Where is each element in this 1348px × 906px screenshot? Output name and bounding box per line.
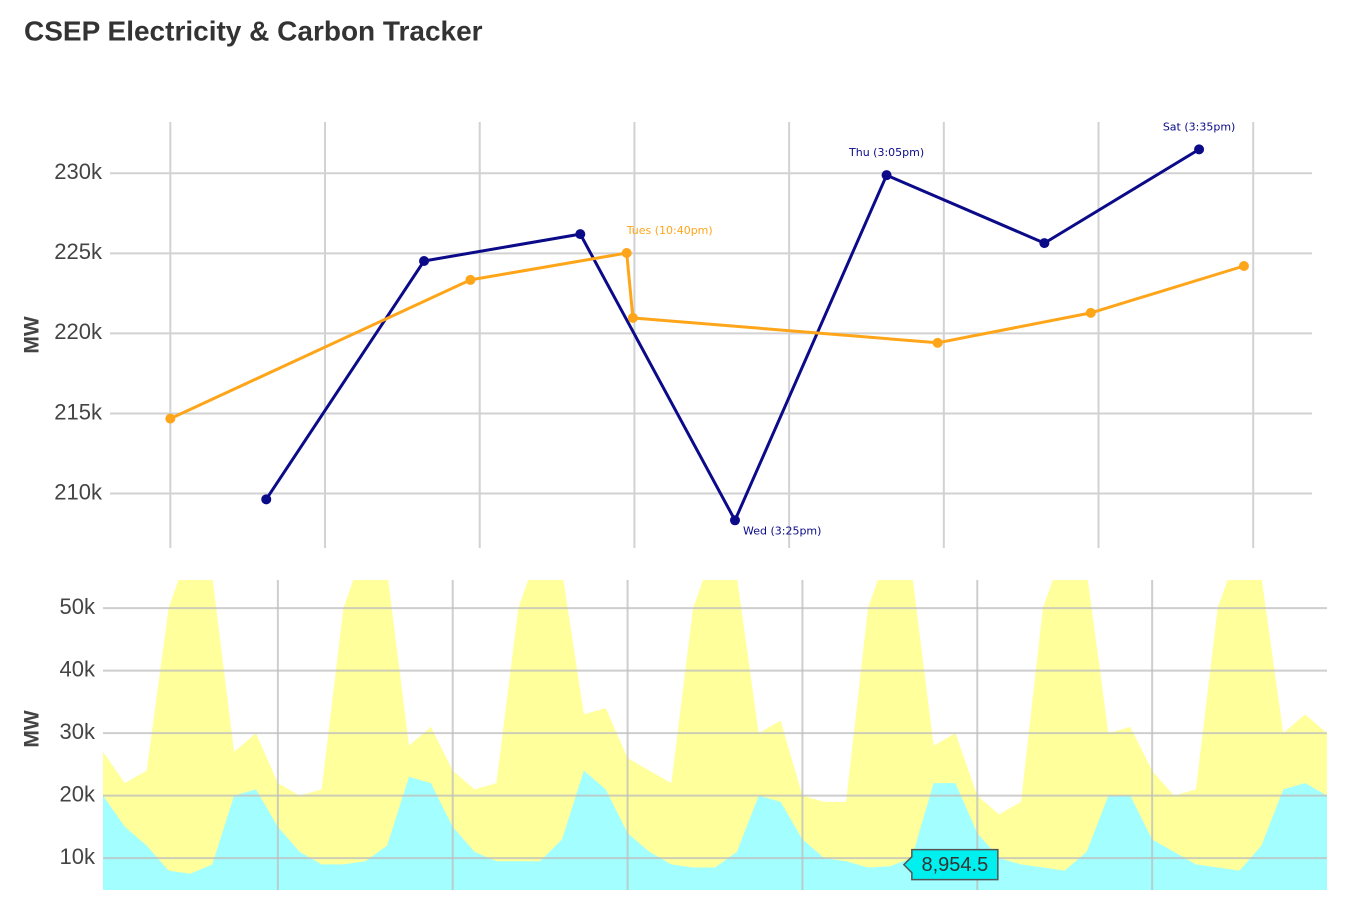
annotation: Sat (3:35pm) xyxy=(1163,120,1236,133)
point xyxy=(881,170,892,181)
annotation: Thu (3:05pm) xyxy=(848,146,924,159)
tooltip-label: 8,954.5 xyxy=(921,854,988,876)
point xyxy=(165,413,176,424)
tooltip-box xyxy=(902,848,999,881)
y-axis-title: MW xyxy=(21,316,44,353)
point xyxy=(261,494,272,505)
y-tick-label: 210k xyxy=(54,479,103,504)
grid-layer xyxy=(110,122,1312,548)
chart: 10k 20k 30k 40k 50k MW 8,954.5 xyxy=(21,580,1327,890)
area xyxy=(103,770,1327,890)
page-title: CSEP Electricity & Carbon Tracker xyxy=(24,15,483,46)
chart: 210k 215k 220k 225k 230k MW Wed (3:25pm) Thu (3… xyxy=(21,120,1312,548)
y-tick-label: 230k xyxy=(54,159,103,184)
point xyxy=(729,515,740,526)
line xyxy=(264,148,1200,522)
point xyxy=(1194,144,1205,155)
line xyxy=(169,251,1245,420)
y-axis-title: MW xyxy=(21,710,44,747)
point xyxy=(465,274,476,285)
y-tick-label: 30k xyxy=(60,719,96,744)
y-tick-label: 215k xyxy=(54,399,103,424)
point xyxy=(627,312,638,323)
y-tick-label: 10k xyxy=(60,844,96,869)
point xyxy=(932,337,943,348)
point xyxy=(621,248,632,259)
point xyxy=(1039,238,1050,249)
annotation: Tues (10:40pm) xyxy=(626,224,713,237)
y-tick-label: 220k xyxy=(54,319,103,344)
y-tick-label: 20k xyxy=(60,781,96,806)
annotation: Wed (3:25pm) xyxy=(743,524,821,537)
point xyxy=(575,229,586,240)
point xyxy=(1238,260,1249,271)
y-tick-label: 225k xyxy=(54,239,103,264)
point xyxy=(419,256,430,267)
plot-layer xyxy=(103,580,1327,890)
y-tick-label: 40k xyxy=(60,656,96,681)
y-tick-label: 50k xyxy=(60,594,96,619)
grid-layer xyxy=(103,580,1327,890)
point xyxy=(1085,307,1096,318)
